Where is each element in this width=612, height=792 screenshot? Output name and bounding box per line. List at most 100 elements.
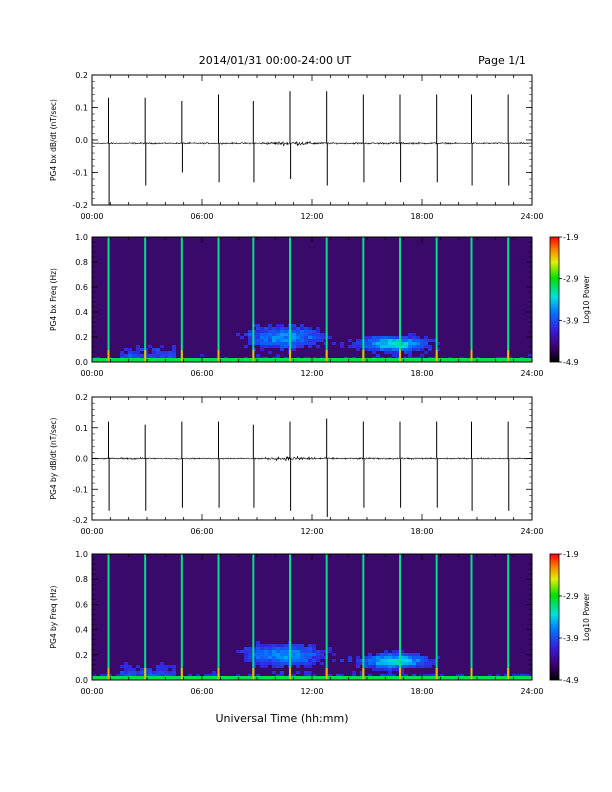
spectrogram-cell: [120, 354, 124, 357]
spectrogram-cell: [256, 333, 260, 336]
spectrogram-cell: [236, 333, 240, 336]
spectrogram-cell: [300, 324, 304, 327]
spectrogram-cell: [372, 662, 376, 665]
spectrogram-cell: [276, 330, 280, 333]
spectrogram-cell: [160, 665, 164, 668]
spectrogram-cell: [268, 659, 272, 662]
spectrogram-cell: [296, 662, 300, 665]
spectrogram-cell: [360, 345, 364, 348]
spectrogram-cell: [356, 659, 360, 662]
spectrogram-cell: [396, 354, 400, 357]
spectrogram-cell: [304, 647, 308, 650]
spectrogram-cell: [276, 665, 280, 668]
spectrogram-cell: [400, 653, 404, 656]
spectrogram-cell: [420, 348, 424, 351]
spectrogram-cell: [408, 354, 412, 357]
colorbar-tick-label: -1.9: [563, 233, 579, 242]
spectrogram-cell: [364, 342, 368, 345]
spectrogram-cell: [392, 674, 396, 677]
spectrogram-cell: [292, 342, 296, 345]
spectrogram-cell: [280, 656, 284, 659]
y-tick-label: -0.2: [72, 516, 88, 525]
spectrogram-cell: [316, 656, 320, 659]
spectrogram-cell: [408, 336, 412, 339]
spectrogram-cell: [404, 656, 408, 659]
spectrogram-cell: [160, 351, 164, 354]
spectrogram-cell: [396, 345, 400, 348]
spectrogram-cell: [156, 354, 160, 357]
spectrogram-cell: [132, 668, 136, 671]
spectrogram-cell: [276, 327, 280, 330]
spectrogram-cell: [296, 342, 300, 345]
spectrogram-cell: [348, 656, 352, 659]
x-tick-label: 24:00: [520, 369, 543, 378]
spectrogram-cell: [260, 333, 264, 336]
spectrogram-cell: [384, 650, 388, 653]
spectrogram-cell: [364, 662, 368, 665]
spectrogram-cell: [264, 662, 268, 665]
spectrogram-cell: [244, 656, 248, 659]
spectrogram-cell: [140, 671, 144, 674]
spectrogram-cell: [256, 647, 260, 650]
spectrogram-cell: [148, 671, 152, 674]
spectrogram-cell: [124, 671, 128, 674]
spectrogram-cell: [424, 665, 428, 668]
spectrogram-cell: [92, 674, 96, 677]
spectrogram-cell: [388, 336, 392, 339]
spectrogram-cell: [440, 674, 444, 677]
spectrogram-cell: [316, 345, 320, 348]
spectrogram-cell: [400, 342, 404, 345]
spectrogram-cell: [312, 333, 316, 336]
spectrogram-cell: [300, 333, 304, 336]
spectrogram-cell: [360, 674, 364, 677]
panel-frame: [91, 74, 533, 206]
spectrogram-cell: [268, 345, 272, 348]
spectrogram-cell: [152, 351, 156, 354]
spectrogram-cell: [268, 342, 272, 345]
spectrogram-cell: [280, 336, 284, 339]
spectrogram-cell: [304, 653, 308, 656]
spectrogram-cell: [284, 656, 288, 659]
spectrogram-cell: [280, 342, 284, 345]
spectrogram-cell: [300, 662, 304, 665]
spectrogram-cell: [248, 650, 252, 653]
spectrogram-cell: [272, 336, 276, 339]
spectrogram-cell: [396, 348, 400, 351]
spectrogram-cell: [408, 345, 412, 348]
spectrogram-cell: [256, 641, 260, 644]
spectrogram-cell: [404, 345, 408, 348]
chart-title: 2014/01/31 00:00-24:00 UT: [199, 54, 352, 67]
colorbar-tick-label: -4.9: [563, 676, 579, 685]
spectrogram-cell: [296, 345, 300, 348]
x-tick-label: 06:00: [190, 369, 213, 378]
spectrogram-cell: [368, 336, 372, 339]
spectrogram-cell: [284, 330, 288, 333]
spectrogram-cell: [396, 665, 400, 668]
spectrogram-cell: [356, 656, 360, 659]
spectrogram-cell: [384, 659, 388, 662]
spectrogram-cell: [368, 342, 372, 345]
spectrogram-cell: [432, 662, 436, 665]
spectrogram-cell: [420, 662, 424, 665]
spectrogram-cell: [236, 674, 240, 677]
spectrogram-cell: [388, 662, 392, 665]
spectrogram-cell: [292, 339, 296, 342]
y-tick-label: 0.6: [75, 600, 88, 609]
spectrogram-cell: [372, 339, 376, 342]
spectrogram-cell: [404, 342, 408, 345]
spectrogram-cell: [296, 659, 300, 662]
spectrogram-cell: [260, 665, 264, 668]
spectrogram-cell: [356, 345, 360, 348]
spectrogram-cell: [300, 339, 304, 342]
spectrogram-cell: [284, 647, 288, 650]
spectrogram-cell: [148, 668, 152, 671]
y-tick-label: -0.2: [72, 201, 88, 210]
spectrogram-cell: [400, 348, 404, 351]
spectrogram-cell: [396, 650, 400, 653]
spectrogram-cell: [356, 339, 360, 342]
spectrogram-cell: [296, 333, 300, 336]
y-tick-label: -0.1: [72, 169, 88, 178]
spectrogram-cell: [364, 665, 368, 668]
spectrogram-cell: [364, 656, 368, 659]
spectrogram-cell: [248, 330, 252, 333]
